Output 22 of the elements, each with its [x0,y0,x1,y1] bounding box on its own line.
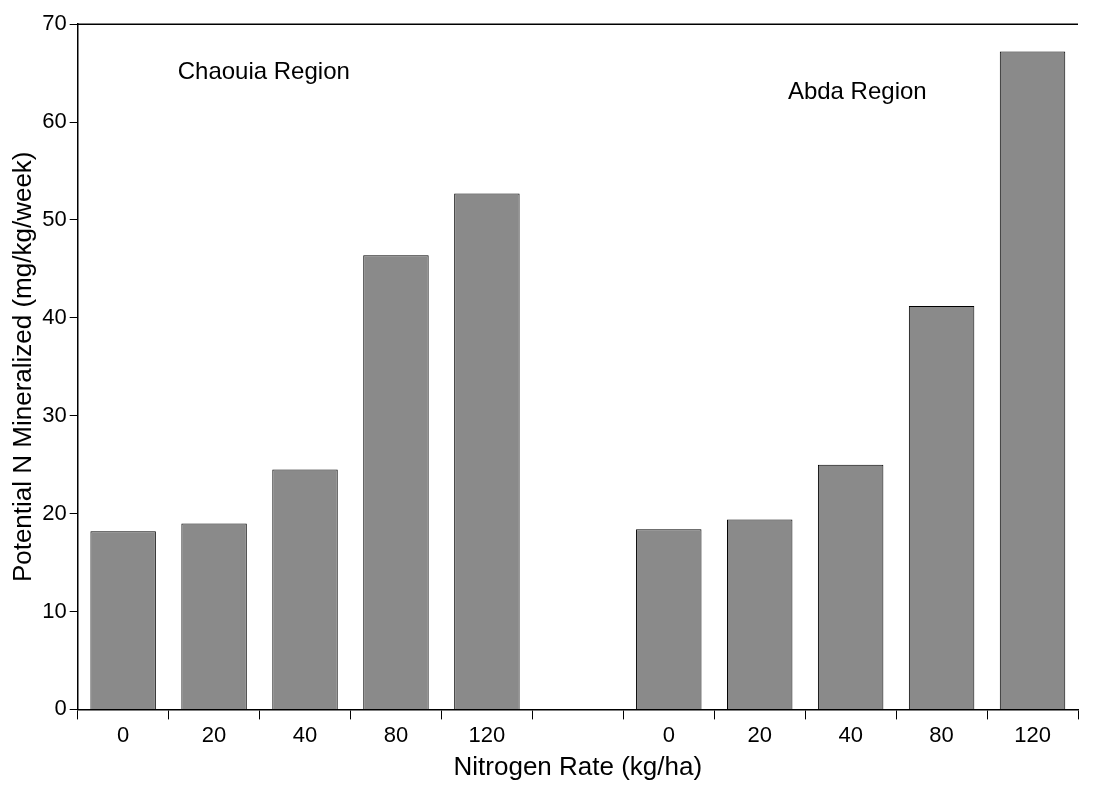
x-tick-label: 0 [662,721,675,747]
y-tick-label: 50 [42,206,67,232]
x-tick-label: 80 [383,721,409,747]
y-tick-label: 20 [42,499,67,525]
y-tick-label: 40 [42,303,67,329]
annotation: Chaouia Region [177,56,350,84]
x-tick-label: 0 [117,721,130,747]
x-tick-label: 40 [838,721,863,747]
y-tick-label: 70 [42,10,67,36]
x-tick-label: 20 [201,721,227,747]
x-axis-title: Nitrogen Rate (kg/ha) [453,750,703,781]
y-tick-label: 60 [42,108,67,134]
x-tick-label: 40 [292,721,318,747]
x-tick-label: 120 [468,721,506,747]
y-tick-label: 30 [42,401,67,427]
y-tick-label: 0 [54,695,67,721]
y-axis-title: Potential N Mineralized (mg/kg/week) [6,151,37,583]
x-tick-label: 120 [1014,721,1051,747]
x-tick-label: 80 [929,721,954,747]
annotation: Abda Region [787,77,927,105]
x-tick-label: 20 [747,721,772,747]
y-tick-label: 10 [42,597,67,623]
